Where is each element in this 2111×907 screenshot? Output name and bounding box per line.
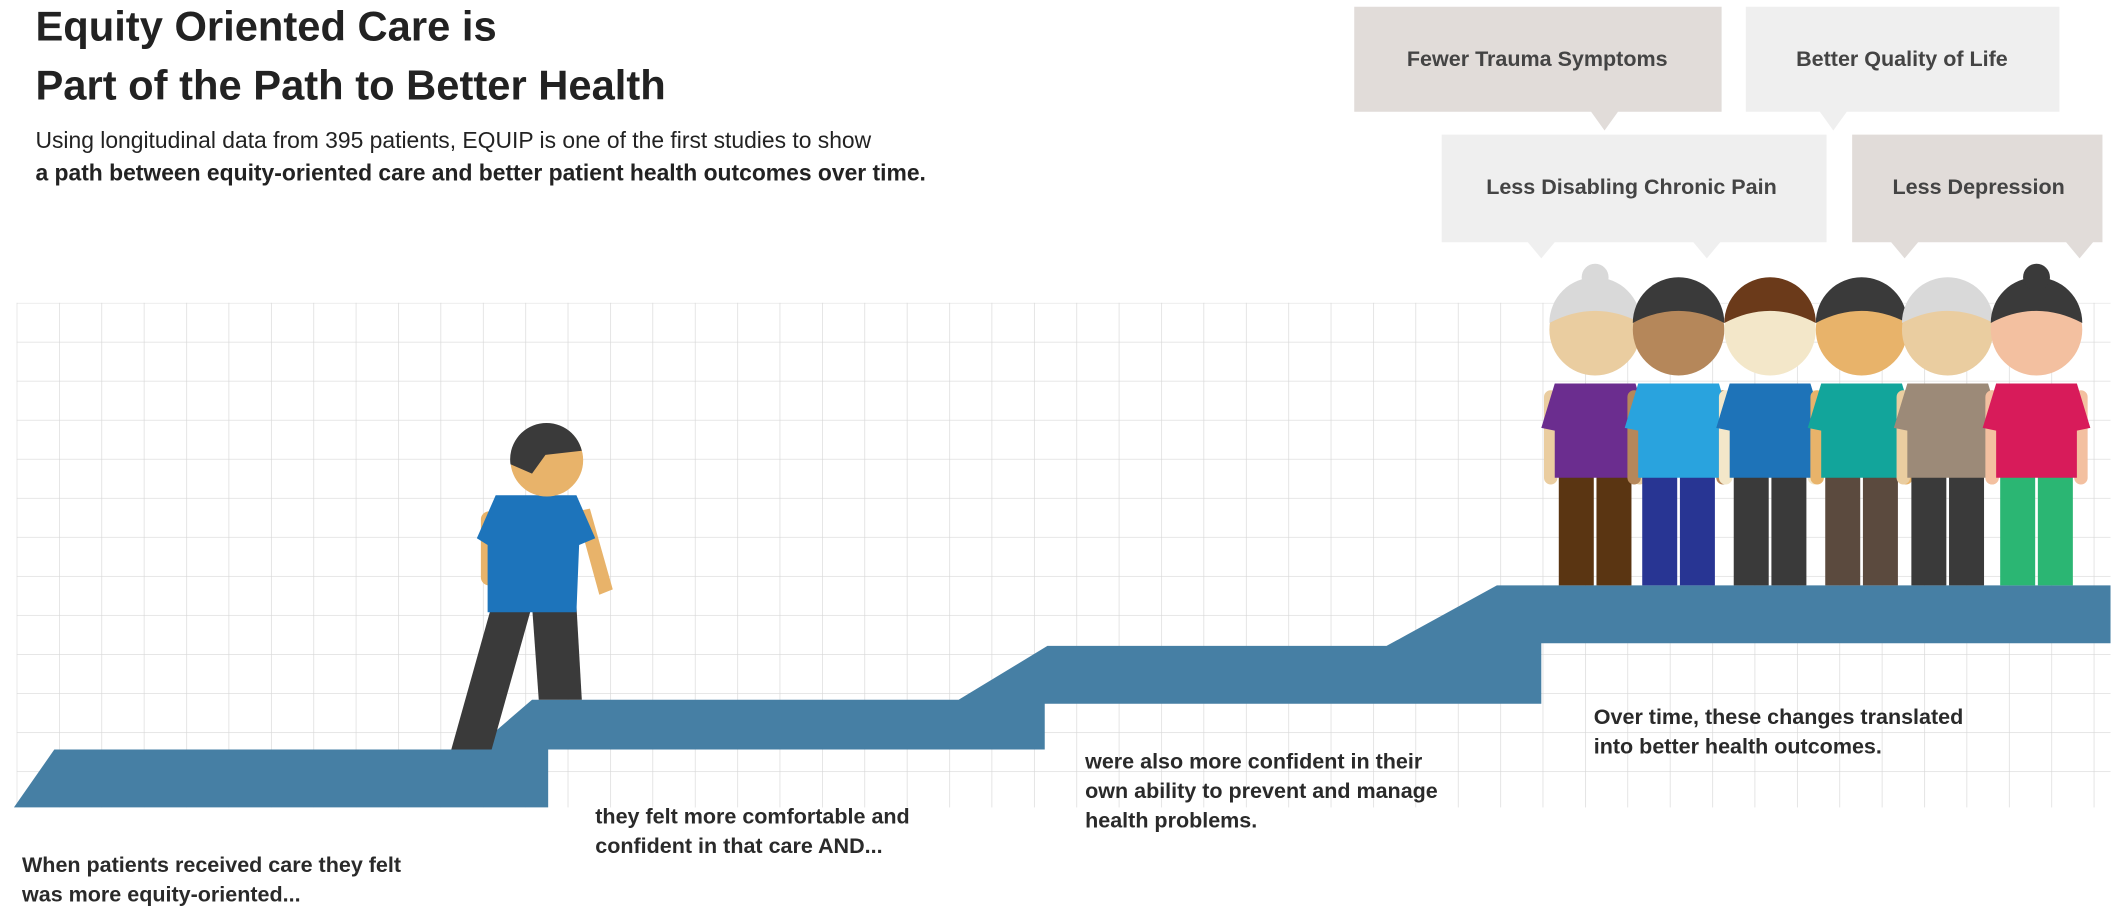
outcome-label: Better Quality of Life [1796,47,2008,71]
person-leg [1596,471,1631,585]
title-line: Part of the Path to Better Health [35,62,665,109]
subtitle-line: a path between equity-oriented care and … [35,159,925,185]
person-leg [1680,471,1715,585]
title-line: Equity Oriented Care is [35,2,496,49]
person-leg [1911,471,1946,585]
outcome-label: Less Depression [1893,175,2065,199]
subtitle-line: Using longitudinal data from 395 patient… [35,127,871,153]
person-bun [2023,264,2050,291]
step-text: health problems. [1085,809,1257,833]
person-leg [1734,471,1769,585]
step-text: was more equity-oriented... [21,883,301,907]
person-shirt [1625,384,1733,478]
person-leg [1825,471,1860,585]
person-leg [2000,471,2035,585]
person-leg [1559,471,1594,585]
outcome-label: Fewer Trauma Symptoms [1407,47,1668,71]
person-leg [2038,471,2073,585]
step-text: Over time, these changes translated [1594,705,1964,729]
step-text: own ability to prevent and manage [1085,779,1438,803]
person-leg [1863,471,1898,585]
person-shirt [1983,384,2091,478]
step-text: they felt more comfortable and [595,805,909,829]
step-text: confident in that care AND... [595,834,882,858]
person-leg [1771,471,1806,585]
person-bun [1582,264,1609,291]
step-text: When patients received care they felt [22,853,401,877]
person-leg [1642,471,1677,585]
step-text: into better health outcomes. [1594,735,1882,759]
infographic: Equity Oriented Care is Part of the Path… [0,0,2111,907]
callouts: Fewer Trauma Symptoms Better Quality of … [1354,7,2102,259]
walker-leg [532,606,582,700]
step-text: were also more confident in their [1084,749,1423,773]
person-shirt [1716,384,1824,478]
person-leg [1949,471,1984,585]
outcome-label: Less Disabling Chronic Pain [1486,175,1777,199]
